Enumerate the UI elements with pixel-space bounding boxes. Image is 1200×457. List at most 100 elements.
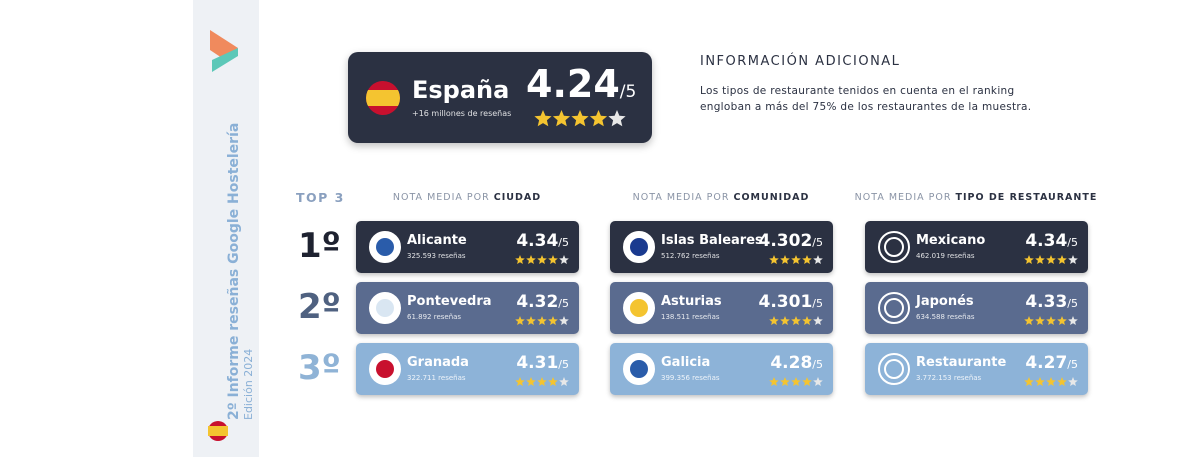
- card-name: Islas Baleares: [661, 233, 763, 248]
- stars: [515, 316, 569, 325]
- star: [1068, 255, 1078, 264]
- card-reviews: 138.511 reseñas: [661, 313, 720, 321]
- icon-inner: [884, 298, 904, 318]
- logo: [210, 30, 238, 72]
- heading-bold: CIUDAD: [493, 192, 542, 203]
- star: [1024, 255, 1034, 264]
- star: [791, 255, 801, 264]
- star: [571, 110, 589, 127]
- star: [769, 255, 779, 264]
- card-score: 4.302: [758, 231, 813, 251]
- star: [548, 316, 558, 325]
- star: [780, 377, 790, 386]
- star: [1024, 377, 1034, 386]
- star: [780, 316, 790, 325]
- scale: /5: [558, 297, 569, 310]
- star: [548, 377, 558, 386]
- card-score-wrap: 4.301/5: [759, 292, 824, 312]
- stars: [769, 377, 823, 386]
- star: [552, 110, 571, 127]
- star: [526, 377, 536, 386]
- star: [526, 316, 536, 325]
- star: [780, 255, 790, 264]
- column-heading: NOTA MEDIA POR CIUDAD: [393, 192, 541, 203]
- hero-reviews: +16 millones de reseñas: [412, 109, 512, 118]
- heading-bold: COMUNIDAD: [733, 192, 810, 203]
- card-score-wrap: 4.32/5: [516, 292, 569, 312]
- card-score-wrap: 4.31/5: [516, 353, 569, 373]
- column-heading: NOTA MEDIA POR COMUNIDAD: [633, 192, 810, 203]
- icon-inner: [630, 238, 648, 256]
- rank: 2º: [298, 287, 341, 327]
- star: [526, 255, 536, 264]
- stars: [769, 255, 823, 264]
- rank-card: Alicante 325.593 reseñas 4.34/5: [356, 221, 579, 273]
- card-name: Granada: [407, 355, 469, 370]
- icon: [623, 292, 655, 324]
- star: [515, 377, 525, 386]
- card-score: 4.31: [516, 353, 559, 373]
- flag-icon: [366, 81, 400, 115]
- card-reviews: 512.762 reseñas: [661, 252, 720, 260]
- star: [515, 255, 525, 264]
- card-reviews: 399.356 reseñas: [661, 374, 720, 382]
- star: [802, 316, 812, 325]
- star: [559, 316, 569, 325]
- icon-inner: [376, 238, 394, 256]
- card-score: 4.28: [770, 353, 813, 373]
- scale: /5: [812, 297, 823, 310]
- icon-bg: [878, 231, 910, 263]
- star: [813, 255, 823, 264]
- flag-icon: [208, 421, 228, 441]
- star: [559, 255, 569, 264]
- icon: [369, 231, 401, 263]
- star: [1035, 316, 1045, 325]
- card-score: 4.32: [516, 292, 559, 312]
- icon-bg: [878, 353, 910, 385]
- icon: [878, 353, 910, 385]
- hero-score: 4.24: [526, 62, 620, 106]
- card-name: Pontevedra: [407, 294, 492, 309]
- icon-inner: [376, 360, 394, 378]
- heading-bold: TIPO DE RESTAURANTE: [955, 192, 1098, 203]
- sidebar-edition: Edición 2024: [242, 348, 255, 420]
- star: [537, 255, 547, 264]
- rank-card: Restaurante 3.772.153 reseñas 4.27/5: [865, 343, 1088, 395]
- card-reviews: 322.711 reseñas: [407, 374, 466, 382]
- icon-inner: [630, 299, 648, 317]
- scale: /5: [1067, 358, 1078, 371]
- card-name: Galicia: [661, 355, 711, 370]
- icon: [369, 292, 401, 324]
- heading-prefix: NOTA MEDIA POR: [632, 192, 730, 203]
- star: [813, 377, 823, 386]
- card-reviews: 325.593 reseñas: [407, 252, 466, 260]
- star: [537, 377, 547, 386]
- scale: /5: [1067, 297, 1078, 310]
- star: [802, 377, 812, 386]
- card-score-wrap: 4.28/5: [770, 353, 823, 373]
- star: [537, 316, 547, 325]
- heading-prefix: NOTA MEDIA POR: [854, 192, 952, 203]
- card-score-wrap: 4.27/5: [1025, 353, 1078, 373]
- star: [559, 377, 569, 386]
- info-text: Los tipos de restaurante tenidos en cuen…: [700, 85, 1032, 113]
- scale: /5: [558, 358, 569, 371]
- scale: /5: [558, 236, 569, 249]
- scale: /5: [812, 236, 823, 249]
- sidebar-title: 2º Informe reseñas Google Hostelería: [226, 122, 242, 420]
- card-reviews: 634.588 reseñas: [916, 313, 975, 321]
- card-score: 4.34: [516, 231, 559, 251]
- card-name: Asturias: [661, 294, 722, 309]
- star: [589, 110, 608, 127]
- card-reviews: 61.892 reseñas: [407, 313, 462, 321]
- icon-inner: [884, 237, 904, 257]
- star: [1046, 316, 1056, 325]
- rank-card: Japonés 634.588 reseñas 4.33/5: [865, 282, 1088, 334]
- icon-bg: [878, 292, 910, 324]
- icon: [878, 231, 910, 263]
- star: [1046, 377, 1056, 386]
- card-name: Alicante: [407, 233, 467, 248]
- stars: [515, 377, 569, 386]
- card-name: Mexicano: [916, 233, 986, 248]
- rank-card: Galicia 399.356 reseñas 4.28/5: [610, 343, 833, 395]
